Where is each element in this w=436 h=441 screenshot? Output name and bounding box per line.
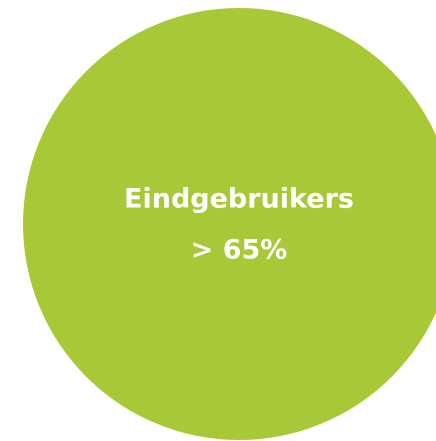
circle-label: Eindgebruikers <box>124 184 354 215</box>
green-circle <box>23 8 436 440</box>
circle-value: > 65% <box>191 235 288 266</box>
